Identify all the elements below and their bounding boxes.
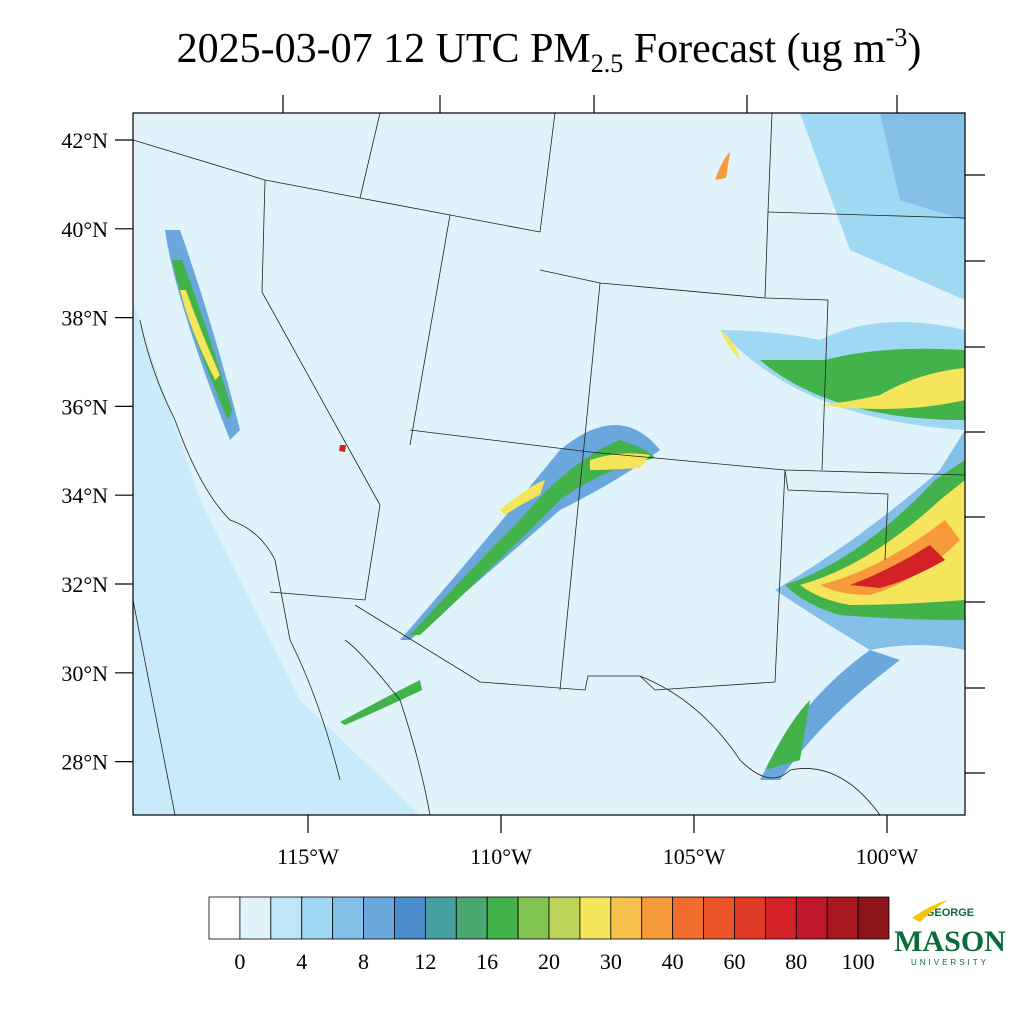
lat-tick-label: 34°N <box>61 483 108 508</box>
colorbar-box <box>857 896 890 940</box>
colorbar-label: 8 <box>358 949 369 974</box>
title-sup: -3 <box>886 23 908 52</box>
colorbar-box <box>826 896 859 940</box>
colorbar-box <box>641 896 674 940</box>
colorbar-box <box>301 896 334 940</box>
lon-tick-label: 105°W <box>663 844 726 869</box>
colorbar-label: 16 <box>476 949 498 974</box>
lon-tick-label: 100°W <box>856 844 919 869</box>
title-after: Forecast (ug m <box>623 26 886 72</box>
colorbar-label: 12 <box>414 949 436 974</box>
lat-tick-label: 30°N <box>61 661 108 686</box>
colorbar-box <box>703 896 735 940</box>
colorbar-label: 100 <box>842 949 875 974</box>
map-field <box>133 113 965 815</box>
lon-tick-label: 110°W <box>470 844 532 869</box>
colorbar-box <box>486 896 519 940</box>
colorbar-box <box>455 896 488 940</box>
title-sub: 2.5 <box>591 49 624 78</box>
logo-bottom: UNIVERSITY <box>911 958 989 967</box>
colorbar-box <box>332 896 364 940</box>
colorbar-box <box>548 896 581 940</box>
lat-tick-label: 32°N <box>61 572 108 597</box>
colorbar-box <box>270 896 303 940</box>
logo-middle: MASON <box>894 925 1006 958</box>
title-end: ) <box>907 26 921 72</box>
colorbar-label: 40 <box>662 949 684 974</box>
map-frame <box>132 112 966 816</box>
colorbar-box <box>610 896 643 940</box>
lon-tick-label: 115°W <box>277 844 339 869</box>
title-main: 2025-03-07 12 UTC PM <box>177 26 591 72</box>
lat-tick-label: 42°N <box>61 128 108 153</box>
title: 2025-03-07 12 UTC PM2.5 Forecast (ug m-3… <box>177 23 922 78</box>
colorbar-box <box>517 896 550 940</box>
colorbar-box <box>239 896 272 940</box>
lat-tick-label: 38°N <box>61 306 108 331</box>
colorbar-box <box>424 896 457 940</box>
colorbar-label: 20 <box>538 949 560 974</box>
colorbar-box <box>208 896 241 940</box>
colorbar-box <box>363 896 395 940</box>
logo-top: GEORGE <box>926 907 974 919</box>
logo: GEORGE MASON UNIVERSITY <box>894 900 1006 967</box>
edge-ticks <box>282 95 985 774</box>
colorbar-box <box>579 896 612 940</box>
colorbar-label: 80 <box>785 949 807 974</box>
colorbar-box <box>394 896 426 940</box>
lat-tick-label: 28°N <box>61 750 108 775</box>
lat-tick-label: 40°N <box>61 217 108 242</box>
colorbar-label: 30 <box>600 949 622 974</box>
colorbar-label: 0 <box>234 949 245 974</box>
colorbar-box <box>764 896 797 940</box>
colorbar-box <box>795 896 828 940</box>
colorbar-label: 4 <box>296 949 307 974</box>
colorbar-box <box>734 896 766 940</box>
borders <box>132 112 966 816</box>
lat-tick-label: 36°N <box>61 394 108 419</box>
colorbar-box <box>672 896 704 940</box>
colorbar-label: 60 <box>723 949 745 974</box>
